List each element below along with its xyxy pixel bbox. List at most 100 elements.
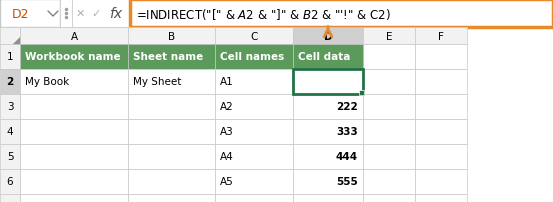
Bar (128, 70, 215, 95)
Text: =INDIRECT("[" & $A$2 & "]" & $B$2 & "'!" & C2): =INDIRECT("[" & $A$2 & "]" & $B$2 & "'!"… (136, 6, 391, 21)
Text: 1: 1 (7, 52, 13, 62)
Bar (20, 169, 128, 194)
Bar (128, 169, 215, 194)
Bar (293, 169, 363, 194)
Bar (415, 119, 467, 144)
Bar (20, 95, 128, 119)
Bar (0, 95, 20, 119)
Bar (20, 45, 128, 70)
Bar (20, 119, 128, 144)
Bar (293, 28, 363, 45)
Bar (293, 45, 363, 70)
Text: 222: 222 (336, 102, 358, 112)
Bar (128, 194, 215, 202)
Bar (0, 0, 60, 28)
Bar (293, 70, 363, 95)
Bar (363, 45, 415, 70)
Bar (215, 194, 293, 202)
Bar (293, 70, 363, 95)
Bar (215, 70, 293, 95)
Bar (20, 28, 128, 45)
Bar (415, 70, 467, 95)
Text: A3: A3 (220, 127, 234, 137)
Bar (293, 95, 363, 119)
Bar (128, 45, 215, 70)
Text: C: C (251, 31, 258, 41)
Bar (128, 95, 215, 119)
Text: 3: 3 (7, 102, 13, 112)
Bar (415, 194, 467, 202)
Bar (363, 28, 415, 45)
Bar (415, 144, 467, 169)
Text: B: B (168, 31, 175, 41)
Text: 6: 6 (7, 177, 13, 187)
Text: My Book: My Book (25, 77, 69, 87)
Text: A1: A1 (220, 77, 234, 87)
Bar (363, 144, 415, 169)
Bar (0, 119, 20, 144)
Bar (0, 144, 20, 169)
Bar (363, 194, 415, 202)
Bar (20, 194, 128, 202)
Bar (415, 169, 467, 194)
Text: A4: A4 (220, 152, 234, 162)
Bar (293, 45, 363, 70)
Text: Sheet name: Sheet name (133, 52, 204, 62)
Text: 444: 444 (336, 152, 358, 162)
Bar (363, 70, 415, 95)
Bar (215, 45, 293, 70)
Text: Cell names: Cell names (220, 52, 284, 62)
Bar (0, 28, 20, 45)
Bar (415, 28, 467, 45)
Bar (215, 144, 293, 169)
Bar (415, 95, 467, 119)
Bar (128, 28, 215, 45)
Bar (363, 95, 415, 119)
Bar (215, 95, 293, 119)
Text: 5: 5 (7, 152, 13, 162)
Bar (60, 0, 72, 28)
Bar (130, 0, 553, 28)
Text: My Sheet: My Sheet (133, 77, 181, 87)
Bar (20, 70, 128, 95)
Bar (0, 194, 20, 202)
Bar (215, 45, 293, 70)
Bar (363, 169, 415, 194)
Text: 4: 4 (7, 127, 13, 137)
Text: A5: A5 (220, 177, 234, 187)
Bar (0, 70, 20, 95)
Text: 333: 333 (336, 127, 358, 137)
Text: fx: fx (109, 7, 123, 21)
Text: ✓: ✓ (91, 9, 101, 19)
Bar (359, 90, 364, 96)
Bar (128, 144, 215, 169)
Bar (128, 45, 215, 70)
Bar (215, 28, 293, 45)
Bar (128, 119, 215, 144)
Text: E: E (386, 31, 392, 41)
Bar (0, 169, 20, 194)
Bar (293, 119, 363, 144)
Text: 2: 2 (7, 77, 14, 87)
Text: D2: D2 (12, 7, 29, 20)
Bar (72, 0, 130, 28)
Bar (363, 119, 415, 144)
Bar (293, 144, 363, 169)
Text: D: D (324, 31, 332, 41)
Polygon shape (13, 38, 20, 45)
Text: A2: A2 (220, 102, 234, 112)
Bar (293, 194, 363, 202)
Bar (20, 144, 128, 169)
Text: 111: 111 (336, 77, 358, 87)
Bar (215, 169, 293, 194)
Bar (0, 45, 20, 70)
Text: F: F (438, 31, 444, 41)
Text: Cell data: Cell data (298, 52, 351, 62)
Text: A: A (70, 31, 77, 41)
Bar (20, 45, 128, 70)
Text: 555: 555 (336, 177, 358, 187)
Bar (415, 45, 467, 70)
Text: ✕: ✕ (75, 9, 85, 19)
Text: Workbook name: Workbook name (25, 52, 121, 62)
Bar (215, 119, 293, 144)
